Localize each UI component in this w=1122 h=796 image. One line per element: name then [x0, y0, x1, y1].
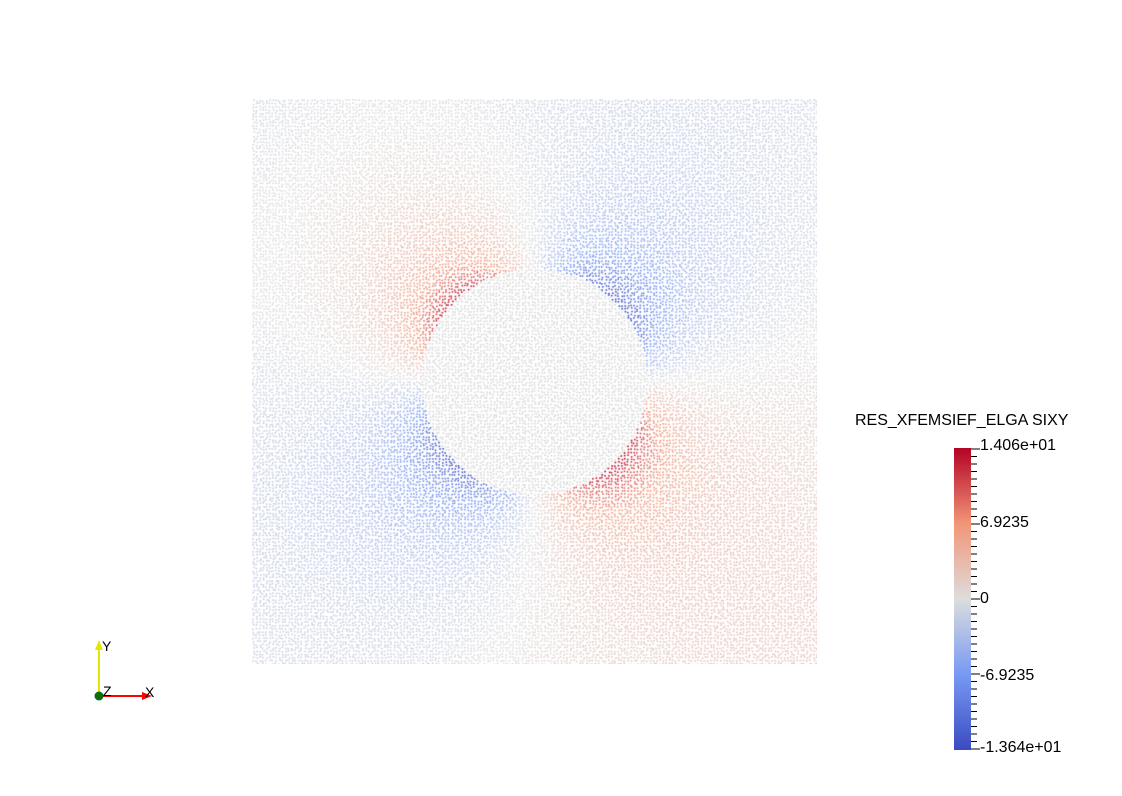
orientation-axes-svg — [94, 640, 152, 701]
colorbar-title: RES_XFEMSIEF_ELGA SIXY — [855, 412, 1069, 429]
y-axis-label: Y — [102, 638, 112, 654]
orientation-axes-triad: Y Z X — [84, 630, 174, 710]
colorbar-lower-mid-label: -6.9235 — [980, 667, 1035, 684]
z-axis-label: Z — [103, 683, 112, 699]
y-axis-arrow — [95, 640, 103, 650]
colorbar-max-label: 1.406e+01 — [980, 437, 1057, 454]
colorbar-zero-label: 0 — [980, 590, 989, 607]
x-axis-label: X — [145, 684, 155, 700]
x-axis-arrow — [142, 692, 152, 700]
colorbar-ticks — [971, 448, 980, 750]
z-axis-dot — [94, 691, 104, 701]
colorbar-min-label: -1.364e+01 — [980, 739, 1062, 756]
colorbar-gradient[interactable] — [954, 448, 971, 750]
colorbar-upper-mid-label: 6.9235 — [980, 514, 1029, 531]
stress-field-mesh-plot[interactable] — [252, 99, 817, 664]
